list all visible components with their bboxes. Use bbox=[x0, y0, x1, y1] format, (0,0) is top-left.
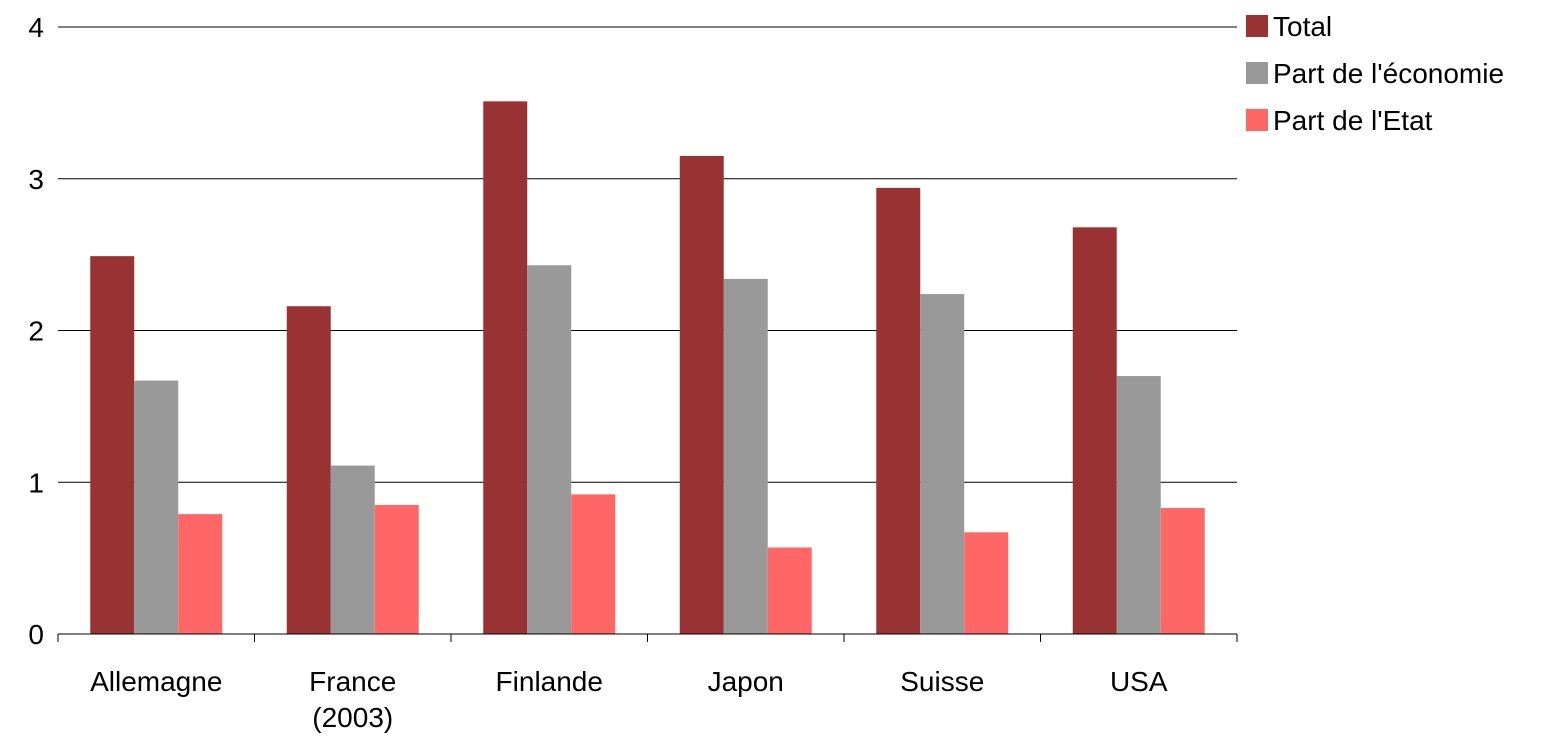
legend: Total Part de l'économie Part de l'Etat bbox=[1246, 11, 1504, 136]
x-tick-label-3: Finlande bbox=[496, 666, 603, 697]
gridlines bbox=[58, 26, 1237, 483]
legend-swatch-2 bbox=[1246, 62, 1268, 84]
bar-2-2 bbox=[330, 465, 375, 634]
bar-2-3 bbox=[527, 265, 572, 634]
bar-1-4 bbox=[679, 155, 724, 635]
y-tick-label-4: 4 bbox=[28, 12, 44, 43]
bar-1-5 bbox=[876, 187, 921, 635]
x-tick-label-line: France bbox=[309, 666, 396, 697]
y-tick-label-0: 0 bbox=[28, 619, 44, 650]
bar-2-4 bbox=[723, 278, 768, 634]
bar-3-4 bbox=[767, 547, 812, 634]
legend-item-1: Total bbox=[1246, 11, 1332, 42]
x-tick-label-line: Japon bbox=[708, 666, 784, 697]
x-tick-label-line: (2003) bbox=[312, 702, 393, 733]
y-tick-label-3: 3 bbox=[28, 164, 44, 195]
x-tick-label-6: USA bbox=[1110, 666, 1168, 697]
x-tick-label-4: Japon bbox=[708, 666, 784, 697]
legend-swatch-3 bbox=[1246, 109, 1268, 131]
x-tick-label-line: Suisse bbox=[900, 666, 984, 697]
x-tick-label-2: France (2003) bbox=[309, 666, 396, 733]
legend-item-3: Part de l'Etat bbox=[1246, 105, 1433, 136]
bar-3-3 bbox=[571, 494, 616, 634]
bar-1-6 bbox=[1072, 227, 1117, 634]
bar-1-1 bbox=[90, 256, 135, 634]
x-tick-label-line: Allemagne bbox=[90, 666, 222, 697]
bar-2-1 bbox=[134, 380, 179, 634]
y-tick-label-2: 2 bbox=[28, 316, 44, 347]
legend-label-3: Part de l'Etat bbox=[1273, 105, 1433, 136]
x-axis-tick-labels: Allemagne France (2003) Finlande Japon Suisse… bbox=[90, 666, 1168, 733]
bar-2-6 bbox=[1116, 376, 1161, 634]
bar-1-3 bbox=[483, 101, 528, 635]
y-axis-tick-labels: 0 1 2 3 4 bbox=[28, 12, 44, 650]
x-tick-label-5: Suisse bbox=[900, 666, 984, 697]
x-tick-label-line: USA bbox=[1110, 666, 1168, 697]
x-tick-label-line: Finlande bbox=[496, 666, 603, 697]
bar-3-2 bbox=[374, 505, 419, 634]
legend-swatch-1 bbox=[1246, 15, 1268, 37]
bars bbox=[90, 101, 1205, 635]
legend-label-2: Part de l'économie bbox=[1273, 58, 1504, 89]
bar-1-2 bbox=[286, 306, 331, 634]
y-tick-label-1: 1 bbox=[28, 467, 44, 498]
x-tick-label-1: Allemagne bbox=[90, 666, 222, 697]
bar-3-1 bbox=[178, 514, 223, 634]
bar-2-5 bbox=[920, 294, 965, 634]
bar-3-6 bbox=[1160, 508, 1205, 634]
legend-label-1: Total bbox=[1273, 11, 1332, 42]
bar-3-5 bbox=[964, 532, 1009, 634]
legend-item-2: Part de l'économie bbox=[1246, 58, 1504, 89]
x-axis bbox=[57, 633, 1238, 642]
